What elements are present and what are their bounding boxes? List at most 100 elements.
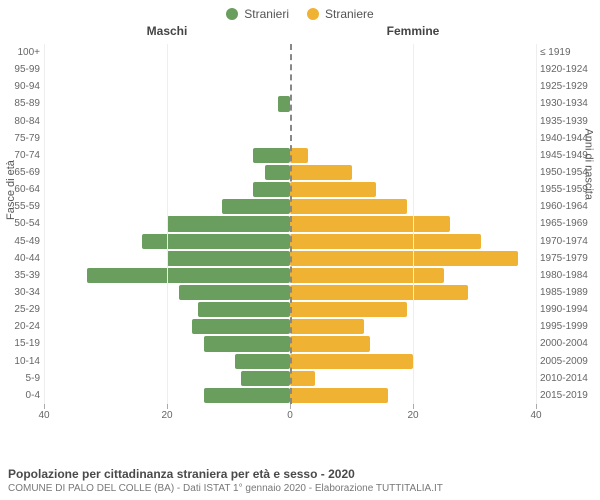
x-tick — [290, 404, 291, 409]
ytick-age: 15-19 — [0, 335, 40, 352]
y-ticks-birth: ≤ 19191920-19241925-19291930-19341935-19… — [540, 44, 600, 404]
x-axis: 402002040 — [44, 404, 536, 434]
x-gridline — [167, 44, 168, 404]
x-tick — [44, 404, 45, 409]
ytick-birth: 1985-1989 — [540, 284, 600, 301]
ytick-age: 100+ — [0, 44, 40, 61]
ytick-age: 35-39 — [0, 267, 40, 284]
ytick-age: 30-34 — [0, 284, 40, 301]
ytick-birth: 1955-1959 — [540, 181, 600, 198]
bar-female — [290, 302, 407, 317]
bar-female — [290, 251, 518, 266]
ytick-birth: 1940-1944 — [540, 130, 600, 147]
legend-item-female: Straniere — [307, 4, 374, 24]
pyramid-chart: Stranieri Straniere Maschi Femmine Fasce… — [0, 0, 600, 500]
bar-female — [290, 388, 388, 403]
ytick-age: 0-4 — [0, 387, 40, 404]
bar-male — [167, 216, 290, 231]
bar-male — [241, 371, 290, 386]
x-tick-label: 40 — [38, 410, 49, 421]
ytick-age: 75-79 — [0, 130, 40, 147]
col-head-right: Femmine — [290, 24, 600, 44]
legend-label-female: Straniere — [325, 7, 374, 21]
ytick-birth: 1945-1949 — [540, 147, 600, 164]
bar-male — [204, 388, 290, 403]
x-tick — [167, 404, 168, 409]
ytick-age: 80-84 — [0, 113, 40, 130]
bar-male — [222, 199, 290, 214]
bar-female — [290, 199, 407, 214]
chart-title: Popolazione per cittadinanza straniera p… — [8, 467, 592, 481]
x-tick-label: 20 — [407, 410, 418, 421]
ytick-age: 40-44 — [0, 250, 40, 267]
bar-female — [290, 234, 481, 249]
column-headers: Maschi Femmine — [0, 24, 600, 44]
legend-label-male: Stranieri — [244, 7, 289, 21]
x-gridline — [413, 44, 414, 404]
x-tick — [536, 404, 537, 409]
ytick-birth: 1990-1994 — [540, 301, 600, 318]
chart-footer: Popolazione per cittadinanza straniera p… — [8, 467, 592, 494]
legend-item-male: Stranieri — [226, 4, 289, 24]
ytick-age: 85-89 — [0, 95, 40, 112]
ytick-birth: 1960-1964 — [540, 198, 600, 215]
bar-male — [198, 302, 290, 317]
ytick-age: 60-64 — [0, 181, 40, 198]
ytick-birth: 1920-1924 — [540, 61, 600, 78]
ytick-birth: 1950-1954 — [540, 164, 600, 181]
ytick-age: 25-29 — [0, 301, 40, 318]
ytick-birth: 2005-2009 — [540, 353, 600, 370]
ytick-birth: 2000-2004 — [540, 335, 600, 352]
ytick-age: 90-94 — [0, 78, 40, 95]
ytick-age: 95-99 — [0, 61, 40, 78]
bar-female — [290, 268, 444, 283]
bar-female — [290, 216, 450, 231]
ytick-birth: 1925-1929 — [540, 78, 600, 95]
bar-female — [290, 148, 308, 163]
ytick-birth: 1935-1939 — [540, 113, 600, 130]
bar-male — [142, 234, 290, 249]
ytick-age: 70-74 — [0, 147, 40, 164]
bar-female — [290, 336, 370, 351]
x-gridline — [536, 44, 537, 404]
ytick-birth: 1995-1999 — [540, 318, 600, 335]
bar-male — [87, 268, 290, 283]
chart-subtitle: COMUNE DI PALO DEL COLLE (BA) - Dati IST… — [8, 483, 592, 494]
ytick-age: 10-14 — [0, 353, 40, 370]
y-ticks-age: 100+95-9990-9485-8980-8475-7970-7465-696… — [0, 44, 40, 404]
bar-female — [290, 285, 468, 300]
bar-male — [204, 336, 290, 351]
col-head-left: Maschi — [0, 24, 290, 44]
ytick-birth: 1970-1974 — [540, 233, 600, 250]
x-tick — [413, 404, 414, 409]
ytick-birth: ≤ 1919 — [540, 44, 600, 61]
x-tick-label: 40 — [530, 410, 541, 421]
ytick-birth: 1980-1984 — [540, 267, 600, 284]
ytick-birth: 2015-2019 — [540, 387, 600, 404]
ytick-birth: 1930-1934 — [540, 95, 600, 112]
plot-area: 100+95-9990-9485-8980-8475-7970-7465-696… — [44, 44, 536, 434]
ytick-age: 65-69 — [0, 164, 40, 181]
bar-female — [290, 354, 413, 369]
bar-male — [253, 148, 290, 163]
bar-female — [290, 371, 315, 386]
x-tick-label: 0 — [287, 410, 293, 421]
bar-male — [253, 182, 290, 197]
bar-male — [192, 319, 290, 334]
ytick-birth: 2010-2014 — [540, 370, 600, 387]
ytick-age: 50-54 — [0, 215, 40, 232]
legend-swatch-male — [226, 8, 238, 20]
ytick-age: 55-59 — [0, 198, 40, 215]
legend: Stranieri Straniere — [0, 0, 600, 24]
ytick-age: 5-9 — [0, 370, 40, 387]
bar-male — [179, 285, 290, 300]
bar-female — [290, 182, 376, 197]
bar-male — [167, 251, 290, 266]
x-gridline — [44, 44, 45, 404]
ytick-age: 45-49 — [0, 233, 40, 250]
center-line — [290, 44, 292, 404]
bar-male — [278, 96, 290, 111]
x-tick-label: 20 — [161, 410, 172, 421]
ytick-birth: 1965-1969 — [540, 215, 600, 232]
ytick-birth: 1975-1979 — [540, 250, 600, 267]
